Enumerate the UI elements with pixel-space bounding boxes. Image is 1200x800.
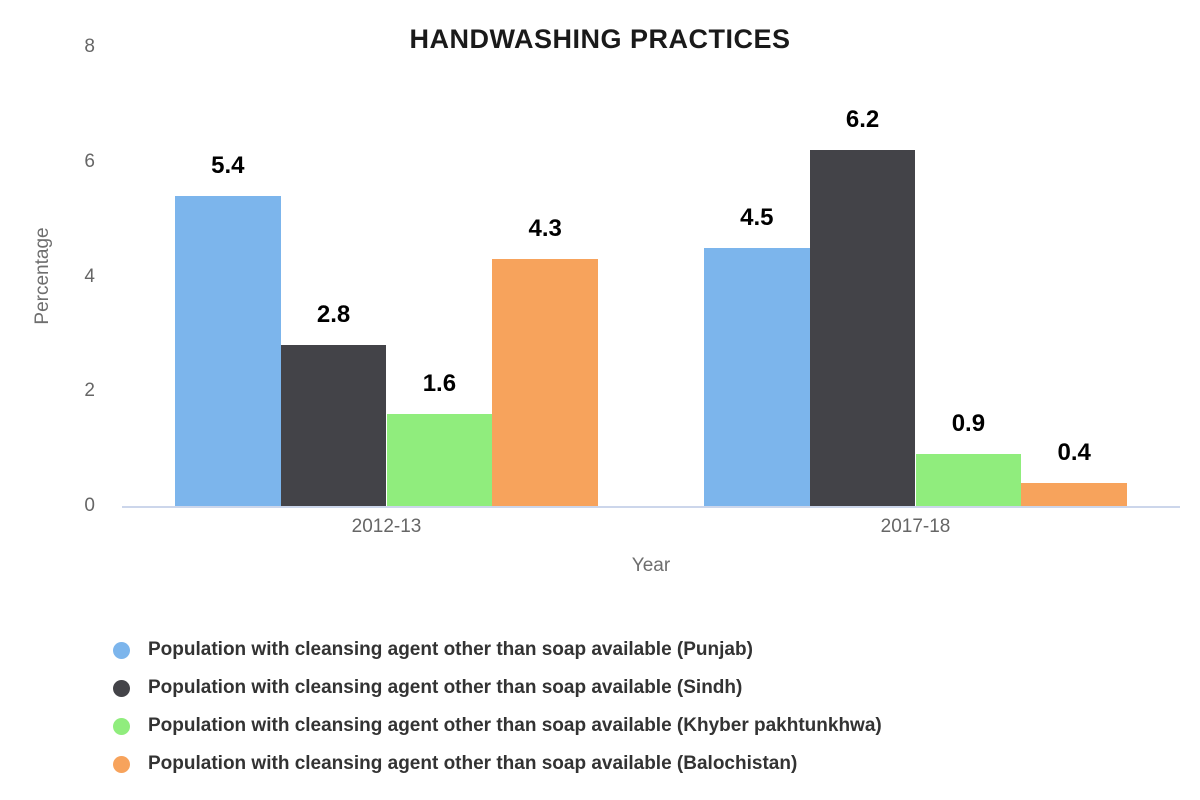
legend-label: Population with cleansing agent other th… [148,715,882,736]
bar[interactable] [809,150,916,506]
chart-title: HANDWASHING PRACTICES [409,24,791,54]
legend-item[interactable]: Population with cleansing agent other th… [113,707,882,745]
bar-value-label: 6.2 [845,106,880,134]
x-tick-label: 2017-18 [880,516,951,537]
bar[interactable] [703,247,810,506]
legend-item[interactable]: Population with cleansing agent other th… [113,669,882,707]
legend-label: Population with cleansing agent other th… [148,639,753,660]
legend-label: Population with cleansing agent other th… [148,677,743,698]
legend-item[interactable]: Population with cleansing agent other th… [113,631,882,669]
bar[interactable] [386,414,493,506]
legend-label: Population with cleansing agent other th… [148,753,798,774]
bar-value-label: 2.8 [316,301,351,329]
bar-value-label: 5.4 [211,152,245,180]
bar[interactable] [492,259,599,506]
bar-value-label: 0.9 [951,410,986,438]
y-tick-label: 8 [84,36,95,57]
legend-marker-icon [113,679,130,697]
y-tick-label: 2 [84,380,95,402]
bar-value-label: 4.3 [528,215,562,243]
legend-marker-icon [113,755,130,773]
x-tick-label: 2012-13 [351,516,422,537]
plot-area: 5.4 2.8 1.6 4.3 4.5 6.2 0.9 0.4 [122,47,1180,506]
legend-marker-icon [113,641,130,659]
y-tick-label: 4 [84,265,95,287]
bar-value-label: 4.5 [740,203,774,231]
bar-value-label: 1.6 [422,370,457,398]
legend-marker-icon [113,717,130,735]
y-tick-label: 6 [84,150,95,172]
bar[interactable] [915,454,1022,506]
x-axis-line [122,506,1180,508]
y-tick-label: 0 [84,495,95,516]
legend-item[interactable]: Population with cleansing agent other th… [113,745,882,783]
x-axis-title: Year [631,555,671,576]
bar[interactable] [1021,483,1128,506]
bar-value-label: 0.4 [1057,439,1091,467]
legend: Population with cleansing agent other th… [113,631,882,783]
bar[interactable] [280,345,387,506]
bar[interactable] [174,196,281,506]
